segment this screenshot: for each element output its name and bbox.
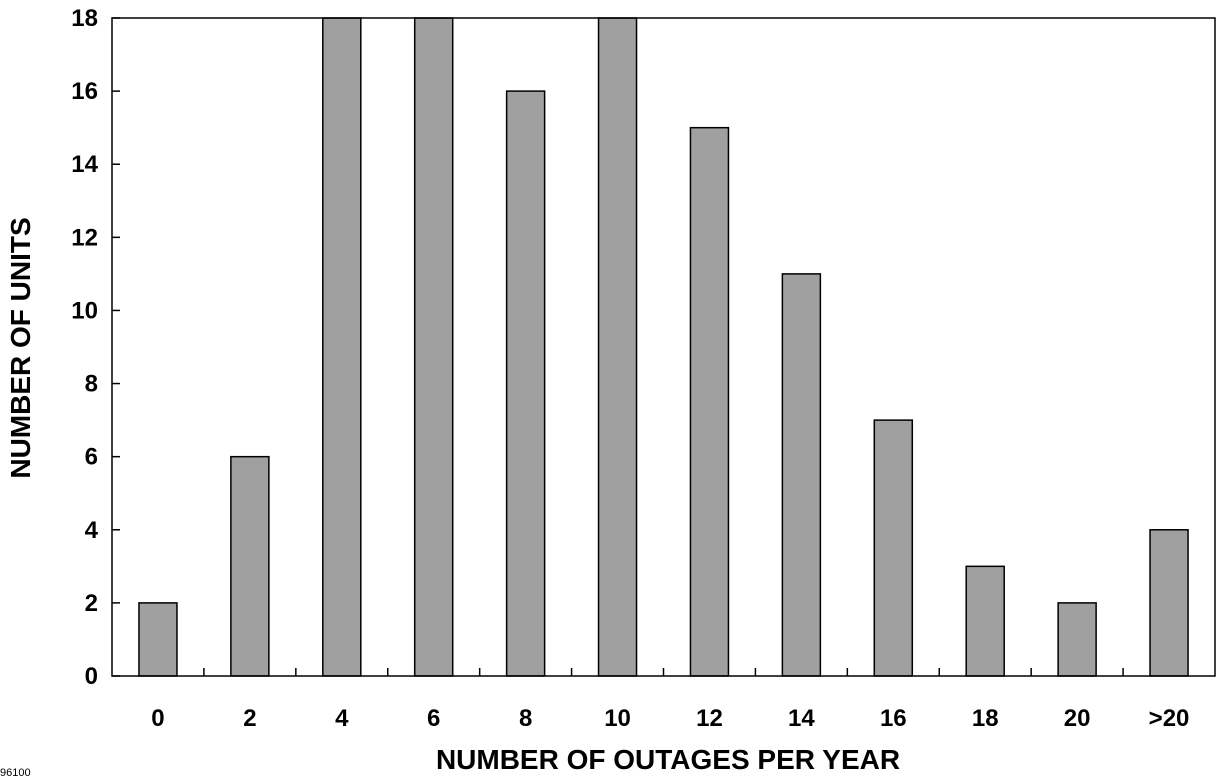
x-tick-label: 6 (427, 705, 440, 732)
bar-16 (873, 419, 914, 677)
y-tick-label: 4 (85, 517, 99, 544)
bar-4 (322, 17, 362, 677)
y-tick-label: 14 (71, 151, 98, 178)
y-tick-label: 18 (71, 5, 98, 32)
y-tick-label: 10 (71, 297, 98, 324)
x-axis-title: NUMBER OF OUTAGES PER YEAR (436, 744, 900, 775)
figure-id-footnote: 96100 (0, 767, 31, 778)
y-ticks: 0 2 4 6 8 10 12 14 16 18 (71, 5, 120, 690)
x-tick-label: 14 (788, 705, 815, 732)
bar-18 (965, 565, 1005, 677)
y-tick-label: 12 (71, 224, 98, 251)
x-tick-label: 16 (880, 705, 907, 732)
y-tick-label: 0 (85, 663, 98, 690)
bar-12 (689, 126, 730, 677)
bar-8 (505, 90, 546, 677)
bar->20 (1149, 529, 1189, 677)
x-tick-label: 10 (604, 705, 631, 732)
x-tick-label: 0 (151, 705, 164, 732)
plot-frame (111, 17, 1216, 677)
x-tick-label: 2 (243, 705, 256, 732)
x-ticks: 0 2 4 6 8 10 12 14 16 18 20 >20 (151, 668, 1189, 732)
axes (111, 17, 1216, 677)
bar-0 (138, 602, 178, 677)
bar-14 (781, 273, 822, 677)
bar-2 (230, 455, 270, 677)
y-axis-title: NUMBER OF UNITS (5, 217, 36, 478)
y-tick-label: 8 (85, 371, 98, 398)
y-tick-label: 2 (85, 590, 98, 617)
x-tick-label: 20 (1064, 705, 1091, 732)
y-tick-label: 16 (71, 78, 98, 105)
bar-6 (413, 17, 454, 677)
x-tick-label: 8 (519, 705, 532, 732)
bar-10 (597, 17, 638, 677)
x-tick-label: 4 (335, 705, 349, 732)
y-tick-label: 6 (85, 444, 98, 471)
bars (138, 17, 1189, 677)
x-tick-label: 18 (972, 705, 999, 732)
x-tick-label: >20 (1149, 705, 1190, 732)
x-tick-label: 12 (696, 705, 723, 732)
bar-20 (1057, 602, 1097, 677)
